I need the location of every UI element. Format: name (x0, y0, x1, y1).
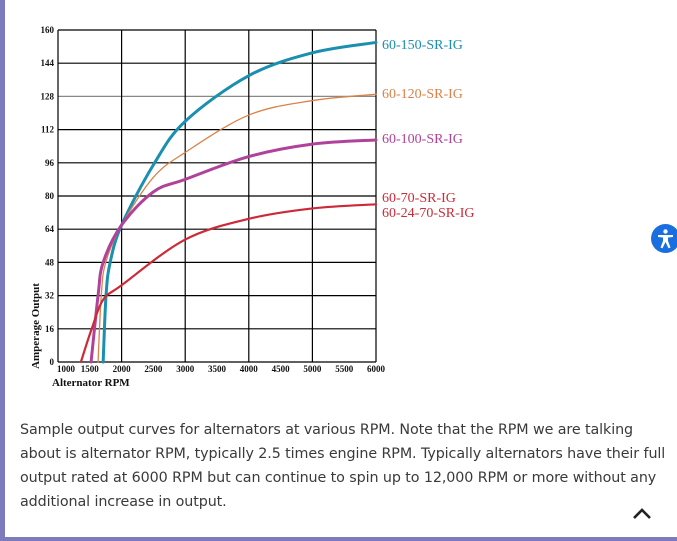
x-axis-label: Alternator RPM (52, 377, 130, 389)
legend-label-60-150: 60-150-SR-IG (382, 38, 463, 53)
chart-caption: Sample output curves for alternators at … (20, 422, 666, 510)
grid (57, 29, 377, 363)
y-tick-label: 144 (41, 58, 55, 68)
curve-60-120-SR-IG (97, 93, 377, 363)
legend-label-60-70: 60-70-SR-IG (382, 191, 456, 206)
y-tick-label: 96 (45, 158, 55, 168)
x-tick-label: 3000 (176, 364, 195, 374)
legend-label-60-120: 60-120-SR-IG (382, 87, 463, 102)
curve-60-70-SR-IG (79, 203, 378, 364)
y-tick-label: 64 (45, 224, 55, 234)
frame-border-left (0, 0, 5, 541)
y-tick-label: 0 (50, 357, 55, 367)
chevron-up-icon (633, 508, 651, 519)
x-tick-label: 1500 (81, 364, 100, 374)
accessibility-icon (658, 229, 673, 249)
curve-60-150-SR-IG (101, 40, 378, 364)
y-tick-label: 32 (45, 291, 55, 301)
x-tick-label: 6000 (367, 364, 386, 374)
curve-60-100-SR-IG (89, 138, 378, 364)
legend-label-60-24-70: 60-24-70-SR-IG (382, 206, 475, 221)
x-tick-label: 2000 (113, 364, 132, 374)
x-tick-label: 4500 (272, 364, 291, 374)
x-tick-labels: 1000 1500 2000 2500 3000 3500 4000 4500 5000 5500… (57, 364, 386, 374)
alternator-output-chart: 0 16 32 48 64 80 96 112 128 144 160 1000 1500 2000 25… (30, 25, 475, 389)
x-tick-label: 2500 (144, 364, 163, 374)
scroll-to-top-button[interactable] (631, 504, 653, 522)
x-tick-label: 3500 (208, 364, 227, 374)
y-tick-label: 128 (41, 91, 55, 101)
accessibility-button[interactable] (651, 224, 677, 253)
curves (79, 40, 378, 364)
y-tick-label: 80 (45, 191, 55, 201)
legend: 60-150-SR-IG 60-120-SR-IG 60-100-SR-IG 6… (382, 38, 475, 221)
x-tick-label: 4000 (240, 364, 259, 374)
legend-label-60-100: 60-100-SR-IG (382, 132, 463, 147)
y-tick-label: 112 (41, 125, 55, 135)
y-axis-label: Amperage Output (30, 283, 42, 369)
y-tick-label: 16 (45, 324, 55, 334)
x-tick-label: 1000 (57, 364, 76, 374)
frame-border-bottom (0, 537, 677, 541)
x-tick-label: 5000 (303, 364, 322, 374)
x-tick-label: 5500 (335, 364, 354, 374)
y-tick-labels: 0 16 32 48 64 80 96 112 128 144 160 (41, 25, 55, 367)
y-tick-label: 160 (41, 25, 55, 35)
y-tick-label: 48 (45, 257, 55, 267)
